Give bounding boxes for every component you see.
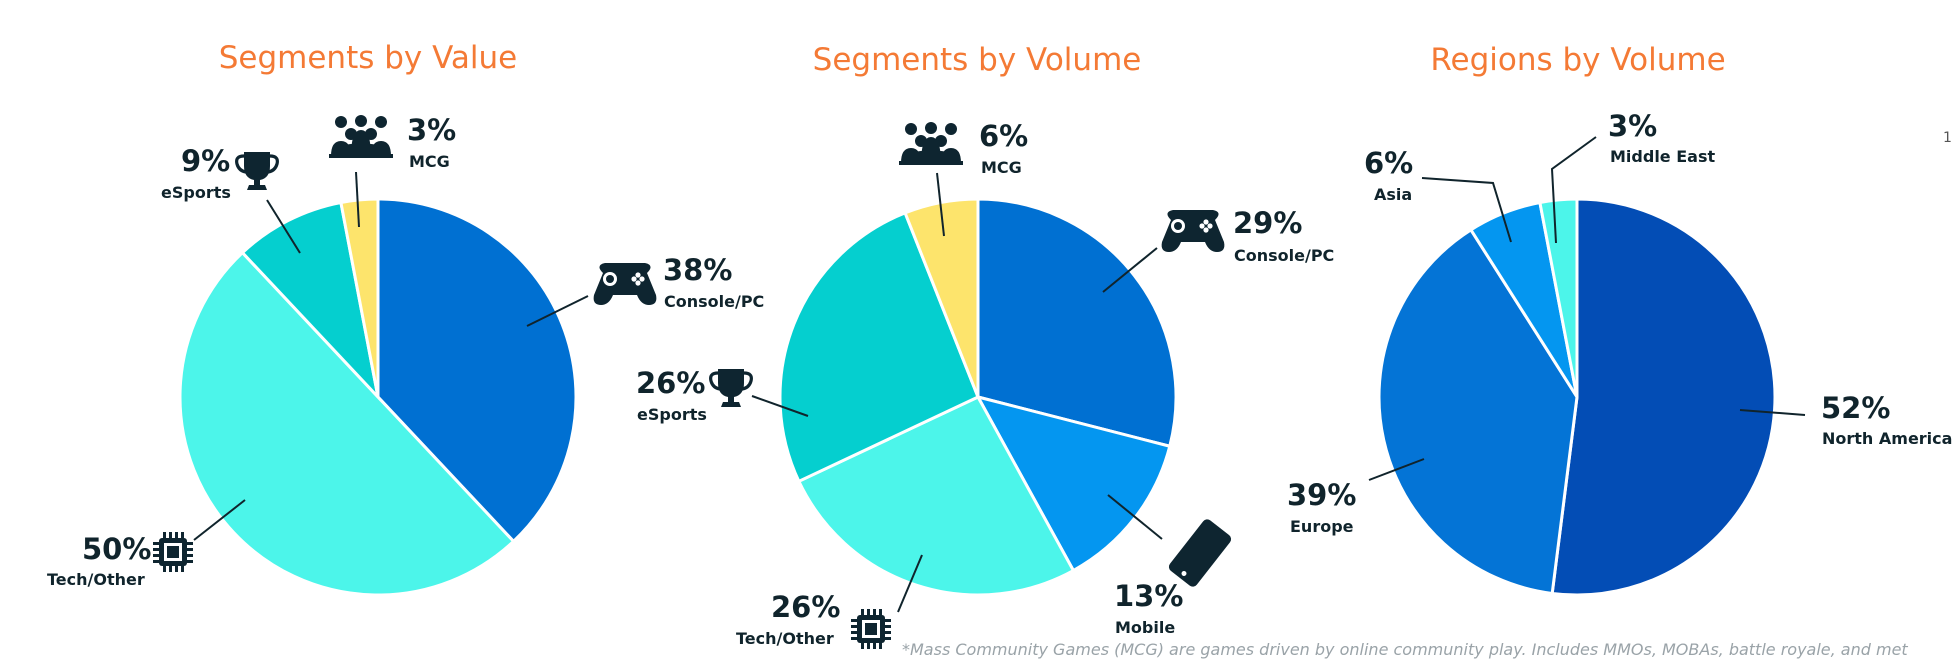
slice-label: Tech/Other xyxy=(736,629,834,648)
slice-pct-label: 3% xyxy=(407,113,456,147)
chip-icon xyxy=(153,532,193,572)
slice-pct-label: 3% xyxy=(1608,109,1657,143)
chart-title-value: Segments by Value xyxy=(219,40,518,76)
trophy-icon xyxy=(235,150,279,192)
gamepad-icon xyxy=(593,263,657,305)
pie-slice-mobile xyxy=(975,394,1172,573)
chart-title-regions: Regions by Volume xyxy=(1430,42,1725,78)
annotation-regions-middle-east: 3% Middle East xyxy=(1550,109,1715,244)
slice-pct-label: 26% xyxy=(771,590,840,624)
slice-pct-label: 38% xyxy=(663,253,732,287)
slice-label: Middle East xyxy=(1610,147,1715,166)
slice-pct-label: 29% xyxy=(1233,206,1302,240)
trophy-icon xyxy=(709,367,753,409)
annotation-regions-asia: 6% Asia xyxy=(1364,146,1512,243)
slice-pct-label: 52% xyxy=(1821,391,1890,425)
slice-label: MCG xyxy=(981,158,1022,177)
pie-slice-console-pc xyxy=(976,197,1178,449)
page-number: 1 xyxy=(1943,130,1952,146)
phone-icon xyxy=(1166,517,1234,589)
pie-segments-by-volume xyxy=(778,197,1178,597)
slice-pct-label: 6% xyxy=(1364,146,1413,180)
slice-pct-label: 6% xyxy=(979,119,1028,153)
slice-pct-label: 50% xyxy=(82,532,151,566)
slice-pct-label: 9% xyxy=(181,144,230,178)
slice-label: MCG xyxy=(409,152,450,171)
slice-label: eSports xyxy=(161,183,231,202)
pie-slice-mcg xyxy=(339,197,380,398)
slice-label: Console/PC xyxy=(664,292,764,311)
pie-slice-console-pc xyxy=(376,197,578,544)
pie-slice-esports xyxy=(778,210,980,484)
annotation-value-console-pc: 38% Console/PC xyxy=(526,253,764,327)
annotation-value-tech-other: 50% Tech/Other xyxy=(47,499,246,589)
annotation-regions-europe: 39% Europe xyxy=(1287,458,1425,536)
slice-label: eSports xyxy=(637,405,707,424)
annotation-regions-north-america: 52% North America xyxy=(1739,391,1952,448)
annotation-value-esports: 9% eSports xyxy=(161,144,301,254)
pie-regions-by-volume xyxy=(1377,197,1777,597)
pie-slice-middle-east xyxy=(1538,197,1579,398)
slice-label: Tech/Other xyxy=(47,570,145,589)
pie-slice-esports xyxy=(240,200,381,402)
group-icon xyxy=(329,115,393,158)
annotation-volume-tech-other: 26% Tech/Other xyxy=(736,554,923,649)
annotation-value-mcg: 3% MCG xyxy=(329,113,456,228)
pie-slice-tech-other xyxy=(178,250,516,597)
annotation-volume-mobile: 13% Mobile xyxy=(1107,494,1234,637)
slice-pct-label: 26% xyxy=(636,366,705,400)
pie-slice-north-america xyxy=(1550,197,1777,597)
slice-label: Mobile xyxy=(1115,618,1175,637)
chart-title-volume: Segments by Volume xyxy=(813,42,1142,78)
pie-slice-tech-other xyxy=(796,395,1076,597)
pie-segments-by-value xyxy=(178,197,578,597)
slice-label: North America xyxy=(1822,429,1952,448)
slice-label: Asia xyxy=(1374,185,1412,204)
slice-pct-label: 13% xyxy=(1114,579,1183,613)
annotation-volume-mcg: 6% MCG xyxy=(899,119,1028,237)
chip-icon xyxy=(851,609,891,649)
footnote: *Mass Community Games (MCG) are games dr… xyxy=(902,640,1908,659)
gamepad-icon xyxy=(1161,210,1225,252)
group-icon xyxy=(899,122,963,165)
slice-pct-label: 39% xyxy=(1287,478,1356,512)
slice-label: Console/PC xyxy=(1234,246,1334,265)
annotation-volume-esports: 26% eSports xyxy=(636,366,809,424)
slice-label: Europe xyxy=(1290,517,1354,536)
annotation-volume-console-pc: 29% Console/PC xyxy=(1102,206,1334,293)
